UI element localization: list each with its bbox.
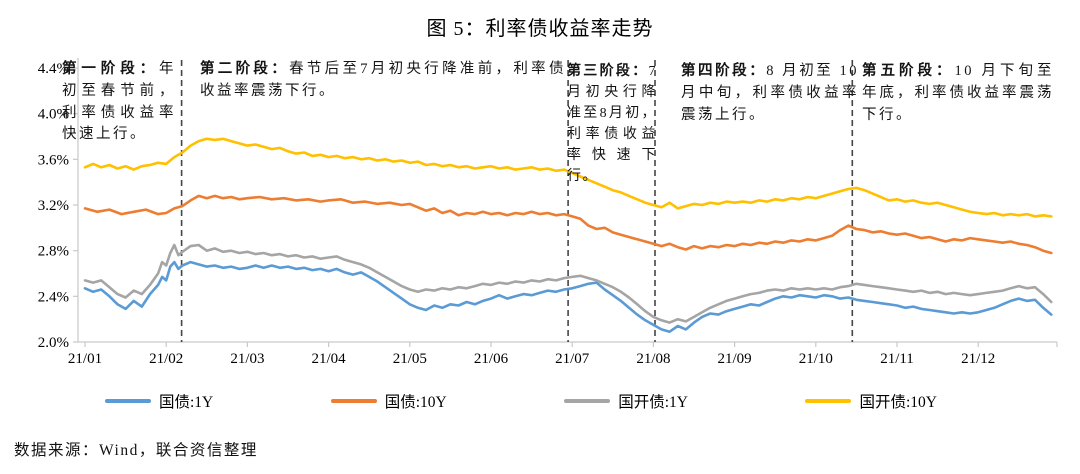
stage-5-note: 第五阶段：10 月下旬至年底，利率债收益率震荡下行。 <box>862 61 1054 126</box>
stage-5-label: 第五阶段： <box>862 63 955 79</box>
yield-line-chart: 4.4% 4.0% 3.6% 3.2% 2.8% 2.4% 2.0%21/01 21/02 21… <box>38 58 1058 367</box>
legend-swatch-guokai-1y <box>564 398 611 404</box>
y-tick-label: 2.8% <box>38 244 69 260</box>
legend-label-guokai-10y: 国开债:10Y <box>859 394 937 411</box>
x-tick-label: 21/03 <box>230 351 264 367</box>
stage-2-text: 春节后至7月初央行降准前，利率债收益率震荡下行。 <box>200 61 566 99</box>
stage-1-note: 第一阶段：年初至春节前，利率债收益率快速上行。 <box>62 59 176 146</box>
x-tick-label: 21/08 <box>636 351 670 367</box>
x-tick-label: 21/10 <box>799 351 833 367</box>
y-tick-label: 3.2% <box>38 198 69 214</box>
series-line-2 <box>83 243 1053 324</box>
legend-item-guokai-1y: 国开债:1Y <box>564 390 688 412</box>
chart-legend: 国债:1Y 国债:10Y 国开债:1Y 国开债:10Y <box>105 390 937 412</box>
stage-3-text: 7月初央行降准至8月初，利率债收益率快速下行。 <box>567 64 657 184</box>
stage-2-note: 第二阶段：春节后至7月初央行降准前，利率债收益率震荡下行。 <box>200 59 566 103</box>
legend-item-guokai-10y: 国开债:10Y <box>805 390 937 412</box>
source-note: 数据来源：Wind，联合资信整理 <box>14 442 258 459</box>
legend-label-guokai-1y: 国开债:1Y <box>618 394 688 411</box>
stage-1-text: 年初至春节前，利率债收益率快速上行。 <box>62 61 176 143</box>
x-tick-label: 21/02 <box>149 351 183 367</box>
stage-1-label: 第一阶段： <box>62 61 159 77</box>
x-tick-label: 21/07 <box>555 351 590 367</box>
series-line-3 <box>83 137 1053 218</box>
stage-2-label: 第二阶段： <box>200 61 290 77</box>
series-line-0 <box>83 260 1053 334</box>
y-tick-label: 2.0% <box>38 335 69 351</box>
x-tick-label: 21/12 <box>961 351 995 367</box>
stage-5-text: 10 月下旬至年底，利率债收益率震荡下行。 <box>862 63 1055 123</box>
x-tick-label: 21/11 <box>880 351 914 367</box>
legend-label-guozhai-1y: 国债:1Y <box>159 394 214 411</box>
x-tick-label: 21/05 <box>393 351 427 367</box>
chart-title: 图 5：利率债收益率走势 <box>426 18 654 40</box>
x-tick-label: 21/06 <box>474 351 509 367</box>
y-tick-label: 3.6% <box>38 152 69 168</box>
legend-label-guozhai-10y: 国债:10Y <box>384 394 447 411</box>
y-tick-label: 4.4% <box>38 61 69 77</box>
x-tick-label: 21/04 <box>312 351 347 367</box>
y-tick-label: 4.0% <box>38 107 69 123</box>
stage-3-label: 第三阶段： <box>567 64 649 79</box>
legend-item-guozhai-1y: 国债:1Y <box>105 390 213 412</box>
x-tick-label: 21/01 <box>68 351 102 367</box>
y-tick-label: 2.4% <box>38 289 69 305</box>
stage-3-note: 第三阶段：7月初央行降准至8月初，利率债收益率快速下行。 <box>567 61 657 187</box>
stage-4-note: 第四阶段：8 月初至 10 月中旬，利率债收益率震荡上行。 <box>681 61 859 126</box>
stage-4-label: 第四阶段： <box>681 63 767 79</box>
legend-swatch-guozhai-10y <box>330 398 377 404</box>
x-tick-label: 21/09 <box>718 351 752 367</box>
legend-swatch-guozhai-1y <box>105 398 151 404</box>
legend-item-guozhai-10y: 国债:10Y <box>330 390 447 412</box>
legend-swatch-guokai-10y <box>805 398 852 404</box>
series-line-1 <box>83 194 1053 255</box>
stage-4-text: 8 月初至 10 月中旬，利率债收益率震荡上行。 <box>681 63 859 123</box>
